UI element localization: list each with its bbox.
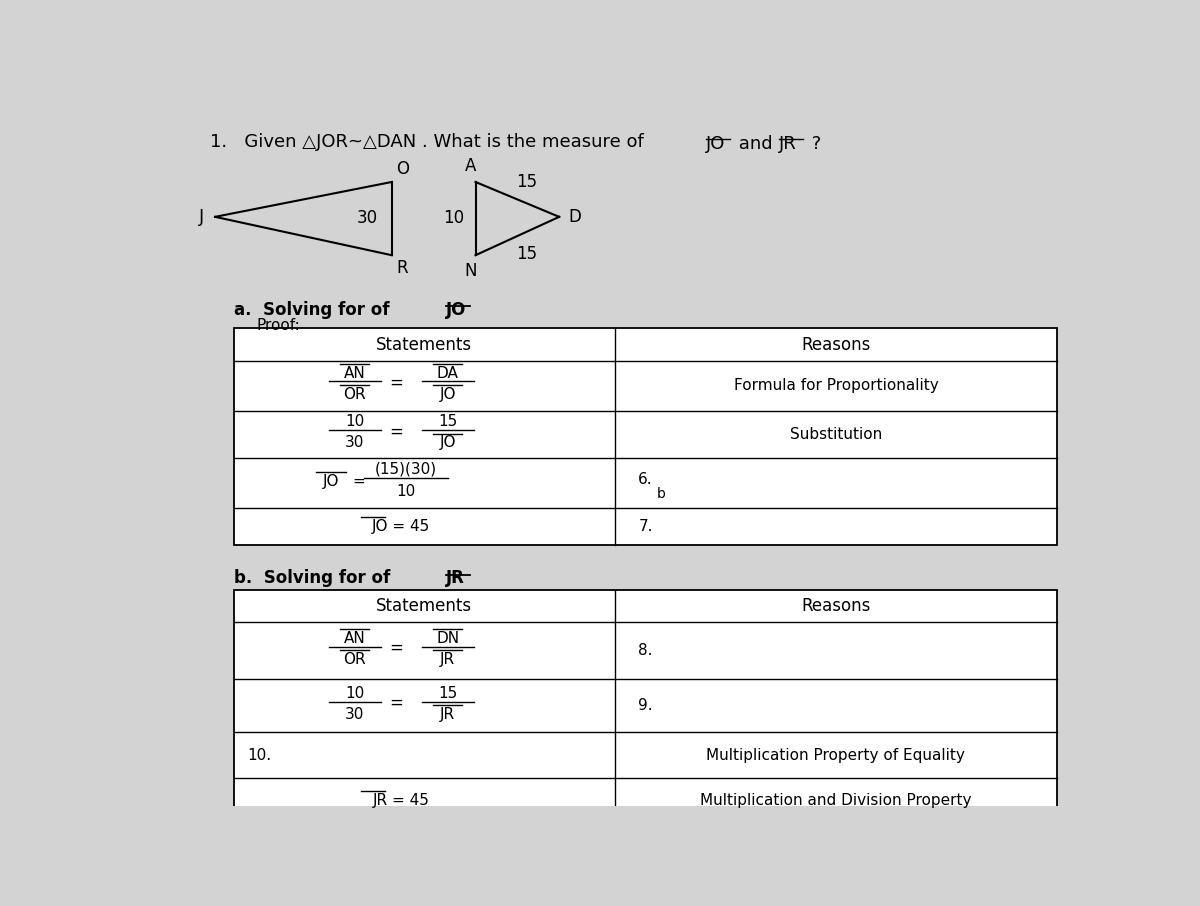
Text: JO: JO bbox=[323, 474, 340, 488]
Text: JO: JO bbox=[439, 436, 456, 450]
Text: =: = bbox=[390, 423, 403, 440]
Text: J: J bbox=[199, 207, 204, 226]
FancyBboxPatch shape bbox=[234, 329, 1057, 545]
Text: R: R bbox=[396, 259, 408, 277]
Text: =: = bbox=[390, 639, 403, 657]
Text: =: = bbox=[390, 694, 403, 712]
Text: Statements: Statements bbox=[377, 597, 473, 615]
Text: 15: 15 bbox=[516, 245, 538, 263]
Text: JR: JR bbox=[440, 651, 455, 667]
Text: b: b bbox=[656, 487, 666, 501]
Text: OR: OR bbox=[343, 651, 366, 667]
Text: 30: 30 bbox=[344, 436, 365, 450]
Text: Reasons: Reasons bbox=[802, 597, 870, 615]
Text: and: and bbox=[733, 134, 779, 152]
FancyBboxPatch shape bbox=[234, 590, 1057, 823]
Text: 1.   Given △JOR~△DAN . What is the measure of: 1. Given △JOR~△DAN . What is the measure… bbox=[210, 133, 650, 151]
Text: 8.: 8. bbox=[638, 643, 653, 659]
Text: AN: AN bbox=[343, 631, 366, 646]
Text: b.  Solving for of: b. Solving for of bbox=[234, 569, 396, 587]
Text: O: O bbox=[396, 159, 409, 178]
Text: JR: JR bbox=[440, 707, 455, 722]
Text: JO = 45: JO = 45 bbox=[372, 519, 431, 535]
Text: 10: 10 bbox=[443, 209, 464, 227]
Text: 6.: 6. bbox=[638, 472, 653, 487]
Text: a.  Solving for of: a. Solving for of bbox=[234, 301, 395, 319]
Text: Reasons: Reasons bbox=[802, 335, 870, 353]
Text: DN: DN bbox=[436, 631, 460, 646]
Text: Multiplication and Division Property: Multiplication and Division Property bbox=[700, 793, 972, 808]
Text: 7.: 7. bbox=[638, 519, 653, 535]
Text: 30: 30 bbox=[356, 209, 378, 227]
Text: 30: 30 bbox=[344, 707, 365, 722]
Text: JR: JR bbox=[445, 569, 464, 587]
Text: N: N bbox=[464, 262, 478, 280]
Text: JO: JO bbox=[706, 134, 726, 152]
Text: Substitution: Substitution bbox=[790, 427, 882, 442]
Text: DA: DA bbox=[437, 366, 458, 381]
Text: Statements: Statements bbox=[377, 335, 473, 353]
Text: 10: 10 bbox=[396, 484, 415, 499]
Text: JR = 45: JR = 45 bbox=[373, 793, 430, 808]
Text: =: = bbox=[353, 474, 366, 488]
Text: =: = bbox=[390, 374, 403, 392]
Text: JR: JR bbox=[779, 134, 797, 152]
Text: ?: ? bbox=[805, 134, 821, 152]
Text: Proof:: Proof: bbox=[257, 318, 301, 333]
Text: 10: 10 bbox=[344, 414, 365, 429]
Text: OR: OR bbox=[343, 387, 366, 401]
Text: 10: 10 bbox=[344, 686, 365, 701]
Text: (15)(30): (15)(30) bbox=[374, 462, 437, 477]
Text: A: A bbox=[466, 157, 476, 175]
Text: D: D bbox=[569, 207, 581, 226]
Text: JO: JO bbox=[439, 387, 456, 401]
Text: AN: AN bbox=[343, 366, 366, 381]
Text: JO: JO bbox=[445, 301, 466, 319]
Text: 15: 15 bbox=[516, 173, 538, 191]
Text: 10.: 10. bbox=[247, 747, 271, 763]
Text: 9.: 9. bbox=[638, 699, 653, 713]
Text: Formula for Proportionality: Formula for Proportionality bbox=[733, 378, 938, 393]
Text: Multiplication Property of Equality: Multiplication Property of Equality bbox=[707, 747, 965, 763]
Text: 15: 15 bbox=[438, 686, 457, 701]
Text: 15: 15 bbox=[438, 414, 457, 429]
